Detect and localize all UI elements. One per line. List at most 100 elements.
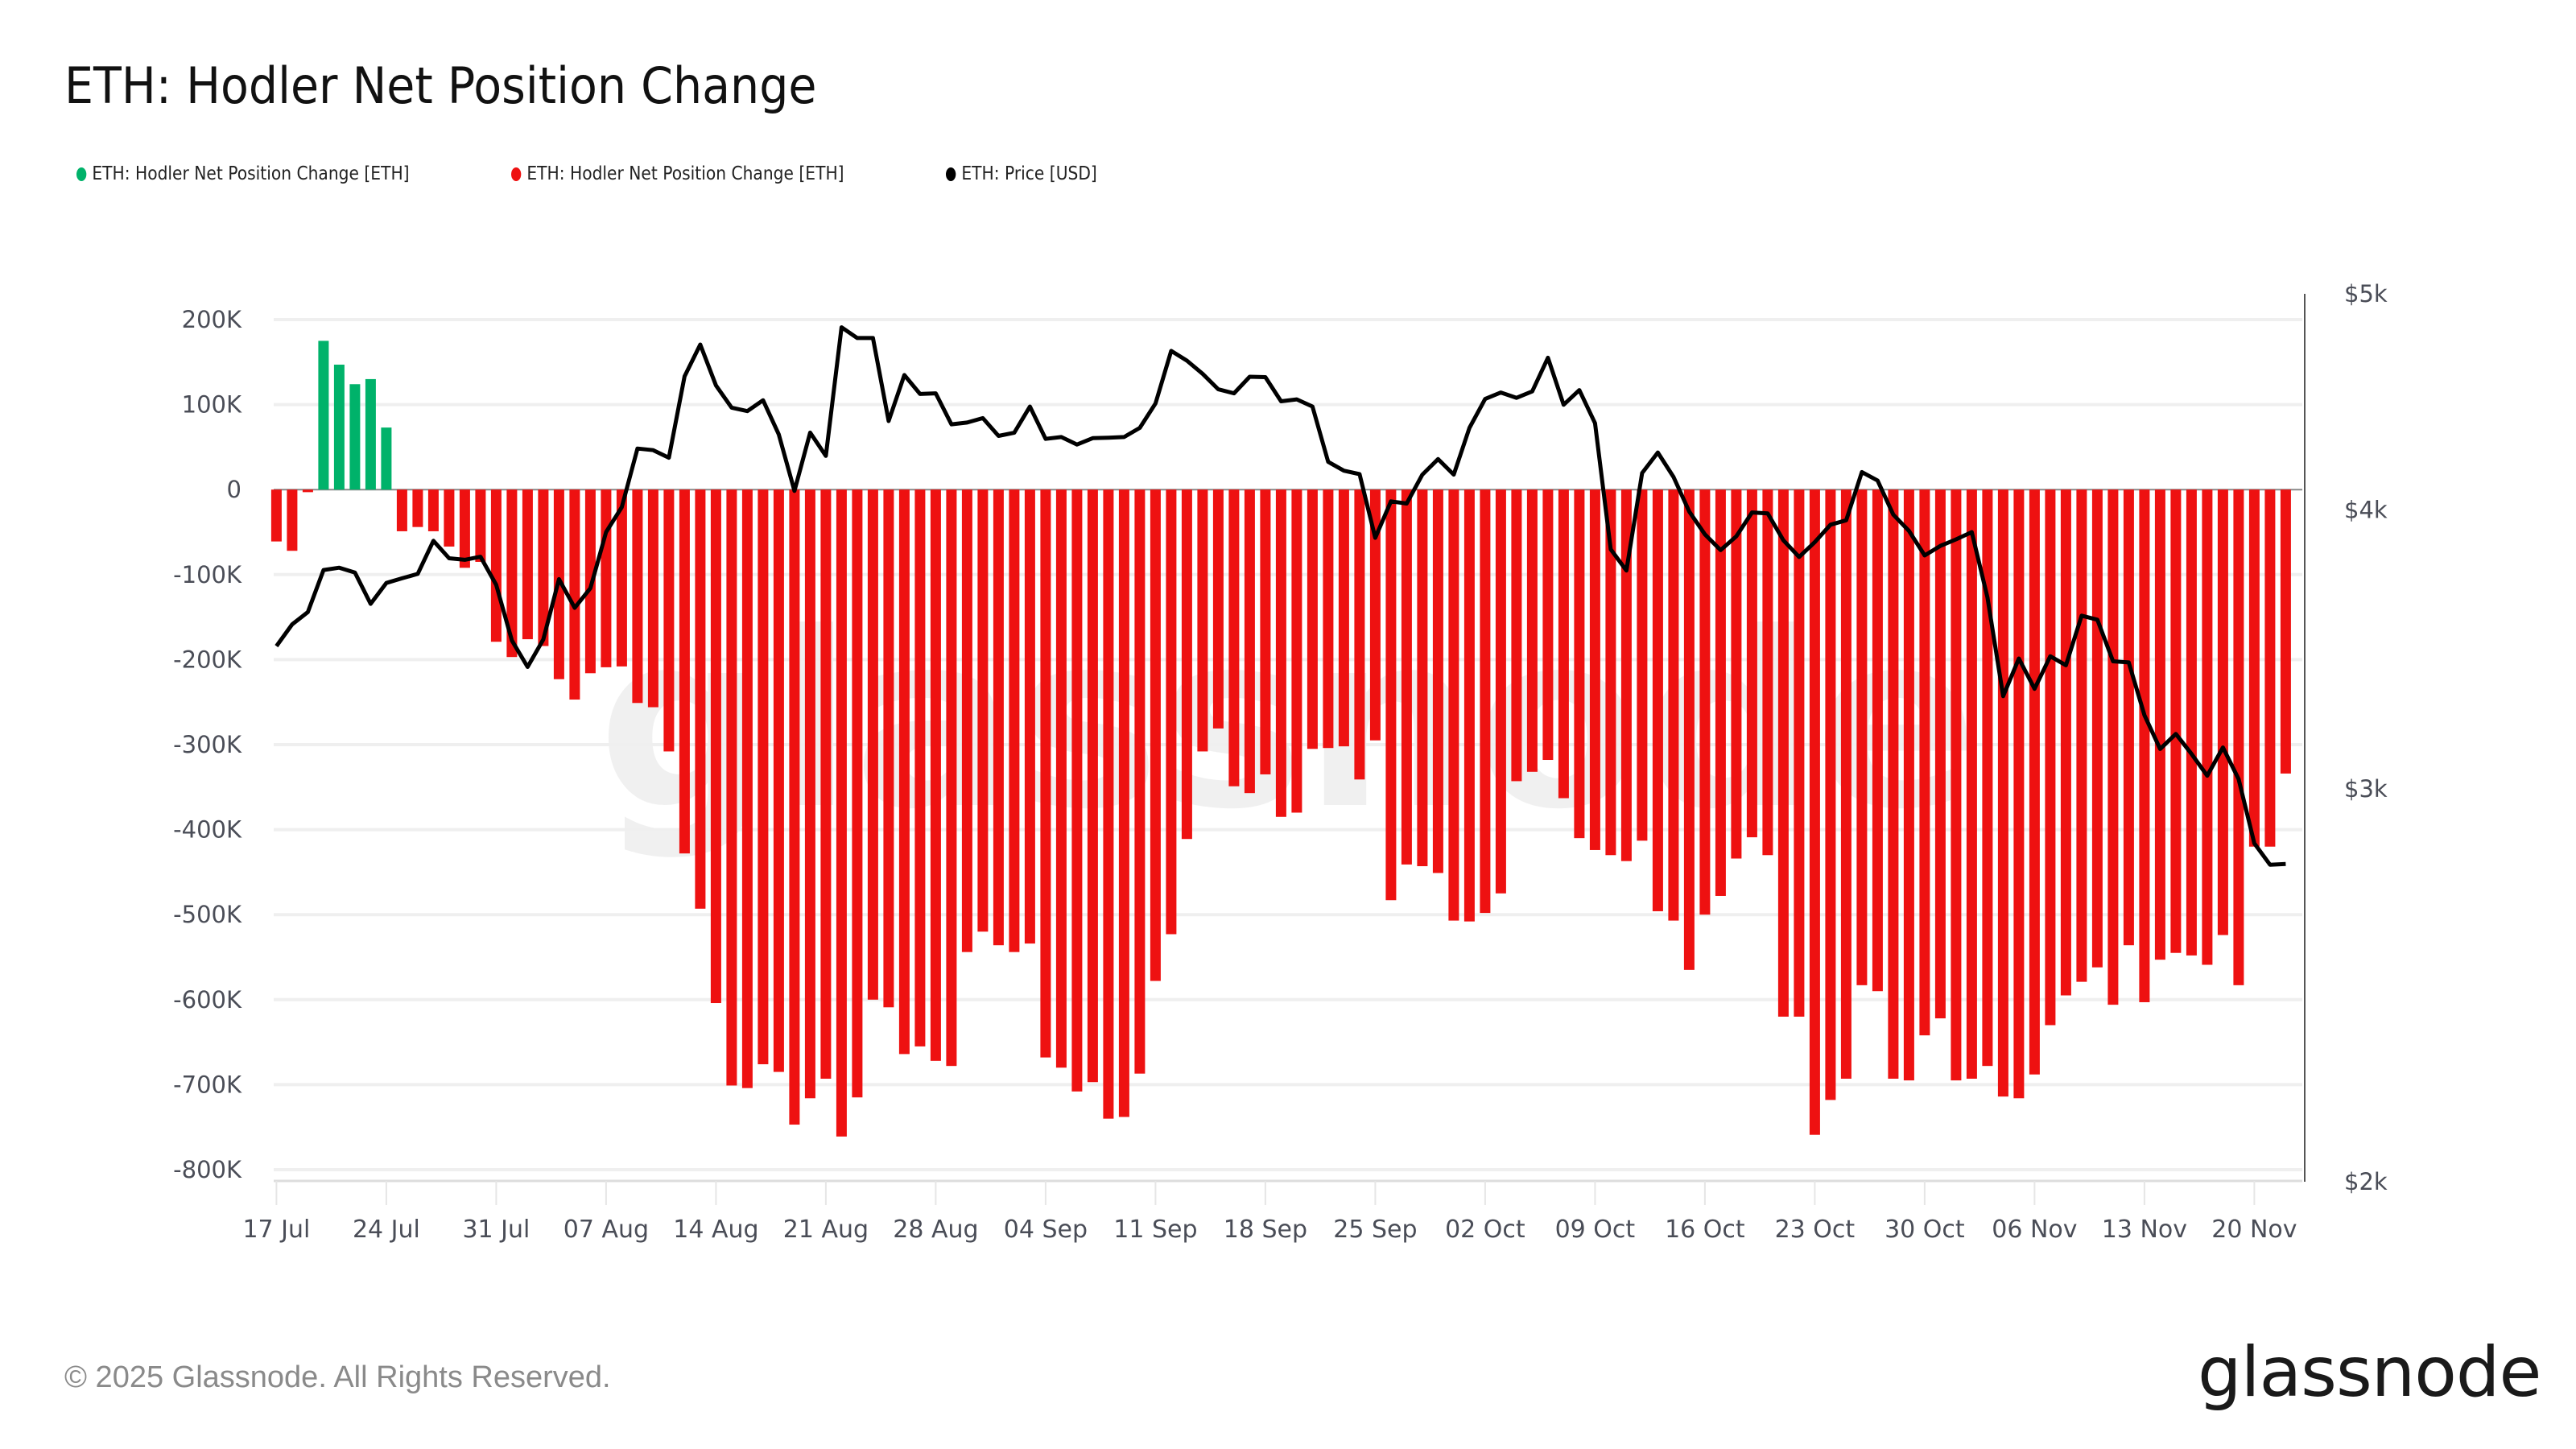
bar-negative (1275, 489, 1286, 817)
legend-item-negative-change[interactable]: ETH: Hodler Net Position Change [ETH] (510, 163, 844, 184)
x-tick-label: 31 Jul (462, 1216, 530, 1244)
bar-negative (1511, 489, 1522, 782)
y-right-tick-label: $2k (2344, 1168, 2388, 1195)
chart-title: ETH: Hodler Net Position Change (64, 56, 817, 115)
legend-label: ETH: Price [USD] (961, 163, 1097, 184)
bar-negative (1055, 489, 1067, 1068)
bar-negative (898, 489, 910, 1055)
bar-negative (1448, 489, 1459, 921)
bar-positive (349, 384, 361, 490)
bar-negative (1197, 489, 1208, 752)
bar-negative (302, 489, 313, 493)
bar-positive (318, 341, 329, 490)
bar-negative (1212, 489, 1224, 729)
bar-negative (1323, 489, 1334, 749)
legend-item-price[interactable]: ETH: Price [USD] (945, 163, 1097, 184)
bar-negative (946, 489, 957, 1067)
x-tick-label: 20 Nov (2211, 1216, 2297, 1244)
y-left-tick-label: 100K (182, 391, 242, 419)
bar-negative (1244, 489, 1255, 794)
copyright-footer: © 2025 Glassnode. All Rights Reserved. (64, 1360, 611, 1394)
bar-negative (1417, 489, 1428, 867)
bar-negative (2170, 489, 2182, 953)
bar-negative (1307, 489, 1318, 749)
y-left-tick-label: -800K (173, 1156, 242, 1183)
y-left-tick-label: -100K (173, 561, 242, 588)
bar-negative (2045, 489, 2056, 1026)
y-right-tick-label: $5k (2344, 280, 2388, 308)
y-left-tick-label: 200K (182, 306, 242, 333)
bar-negative (1934, 489, 1946, 1019)
y-left-tick-label: -500K (173, 901, 242, 928)
bar-negative (459, 489, 470, 568)
bar-positive (365, 378, 376, 490)
bar-negative (663, 489, 675, 752)
x-tick-label: 17 Jul (242, 1216, 310, 1244)
bar-negative (1637, 489, 1648, 841)
bar-negative (1699, 489, 1711, 915)
bar-negative (396, 489, 407, 531)
bar-negative (1166, 489, 1177, 935)
x-tick-label: 07 Aug (564, 1216, 649, 1244)
bar-negative (804, 489, 815, 1099)
legend: ETH: Hodler Net Position Change [ETH] ET… (76, 163, 1174, 184)
bar-negative (1966, 489, 1977, 1080)
bar-negative (773, 489, 784, 1072)
x-tick-label: 14 Aug (673, 1216, 758, 1244)
y-left-tick-label: -200K (173, 646, 242, 673)
glassnode-logo: glassnode (2198, 1332, 2541, 1413)
bar-negative (1746, 489, 1757, 838)
x-tick-label: 30 Oct (1885, 1216, 1965, 1244)
bar-negative (758, 489, 769, 1065)
x-tick-label: 16 Oct (1665, 1216, 1745, 1244)
bar-negative (1150, 489, 1161, 981)
y-right-tick-label: $4k (2344, 497, 2388, 524)
bar-positive (333, 364, 345, 490)
bar-negative (1228, 489, 1240, 786)
bar-negative (1354, 489, 1365, 780)
legend-label: ETH: Hodler Net Position Change [ETH] (92, 163, 410, 184)
bar-negative (1620, 489, 1632, 861)
bar-negative (427, 489, 439, 531)
bar-positive (381, 427, 392, 490)
legend-item-positive-change[interactable]: ETH: Hodler Net Position Change [ETH] (76, 163, 410, 184)
bar-negative (1118, 489, 1129, 1117)
bar-negative (2186, 489, 2197, 956)
bar-negative (1715, 489, 1726, 896)
bar-negative (490, 489, 502, 642)
x-tick-label: 24 Jul (353, 1216, 420, 1244)
x-tick-label: 09 Oct (1555, 1216, 1636, 1244)
bar-negative (993, 489, 1004, 946)
bar-negative (867, 489, 878, 1000)
bar-negative (1888, 489, 1899, 1080)
x-tick-label: 06 Nov (1992, 1216, 2077, 1244)
bar-negative (1652, 489, 1663, 911)
bar-negative (1762, 489, 1773, 856)
y-left-tick-label: 0 (227, 476, 242, 503)
bar-negative (601, 489, 612, 667)
bar-negative (1856, 489, 1868, 985)
bar-negative (1683, 489, 1695, 970)
bar-negative (1731, 489, 1742, 859)
bar-negative (2123, 489, 2134, 946)
bar-negative (647, 489, 658, 708)
bar-negative (961, 489, 972, 952)
y-left-tick-label: -400K (173, 816, 242, 844)
x-tick-label: 18 Sep (1224, 1216, 1307, 1244)
axes: 200K 100K 0 -100K -200K -300K -400K -500K -600K -… (173, 280, 2388, 1244)
bar-negative (2154, 489, 2165, 960)
bar-negative (1369, 489, 1381, 741)
bar-negative (1338, 489, 1349, 747)
bar-negative (1260, 489, 1271, 774)
bar-negative (977, 489, 989, 932)
bar-negative (1794, 489, 1805, 1017)
bar-negative (1903, 489, 1914, 1081)
price-series (275, 325, 2286, 867)
legend-label: ETH: Hodler Net Position Change [ETH] (526, 163, 844, 184)
bar-negative (914, 489, 926, 1046)
bar-negative (1558, 489, 1569, 799)
bar-negative (2217, 489, 2228, 935)
bar-negative (2091, 489, 2103, 968)
bar-negative (1480, 489, 1491, 914)
bar-negative (1919, 489, 1930, 1036)
